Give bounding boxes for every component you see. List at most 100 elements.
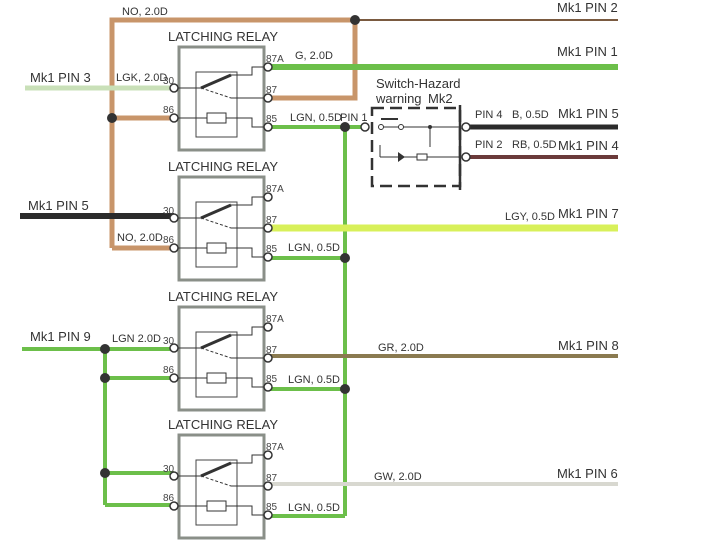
relay-inner <box>195 331 238 398</box>
terminal-87-label: 87 <box>266 215 278 226</box>
label-no-top: NO, 2.0D <box>122 6 168 18</box>
label-rb-05d: RB, 0.5D <box>512 139 557 151</box>
relay-title: LATCHING RELAY <box>168 417 278 432</box>
terminal-87-label: 87 <box>266 345 278 356</box>
terminal <box>263 122 273 132</box>
label-switch-warning: warning <box>375 91 422 106</box>
latching-relay: LATCHING RELAY 30 86 87A 87 85 <box>163 159 284 282</box>
label-lgk-20d: LGK, 2.0D <box>116 72 167 84</box>
junction-dot <box>340 253 350 263</box>
latching-relay: LATCHING RELAY 30 86 87A 87 85 <box>163 289 284 412</box>
terminal-85-label: 85 <box>266 502 278 513</box>
junction-dot <box>350 15 360 25</box>
label-mk1-pin8: Mk1 PIN 8 <box>558 338 619 353</box>
switch-arm-dashed <box>200 87 232 99</box>
label-mk1-pin5-left: Mk1 PIN 5 <box>28 198 89 213</box>
relay-inner <box>195 71 238 138</box>
terminal <box>169 343 179 353</box>
terminal-87a-label: 87A <box>266 442 284 453</box>
label-b-05d: B, 0.5D <box>512 109 549 121</box>
label-mk1-pin3: Mk1 PIN 3 <box>30 70 91 85</box>
terminal-30-label: 30 <box>163 464 175 475</box>
label-pin2: PIN 2 <box>475 139 503 151</box>
terminal-85-label: 85 <box>266 244 278 255</box>
terminal-87a-label: 87A <box>266 314 284 325</box>
terminal <box>169 113 179 123</box>
label-g-20d: G, 2.0D <box>295 50 333 62</box>
label-gr-20d: GR, 2.0D <box>378 342 424 354</box>
terminal <box>263 252 273 262</box>
terminal <box>169 213 179 223</box>
label-mk1-pin6: Mk1 PIN 6 <box>557 466 618 481</box>
label-pin4: PIN 4 <box>475 109 503 121</box>
terminal-30-label: 30 <box>163 336 175 347</box>
terminal-85-label: 85 <box>266 114 278 125</box>
relay-title: LATCHING RELAY <box>168 159 278 174</box>
label-mk1-pin7: Mk1 PIN 7 <box>558 206 619 221</box>
terminal <box>169 83 179 93</box>
terminal-87a-label: 87A <box>266 184 284 195</box>
terminal <box>169 243 179 253</box>
terminal <box>169 471 179 481</box>
latching-relay: LATCHING RELAY 30 86 87A 87 85 <box>163 417 284 540</box>
label-pin1: PIN 1 <box>340 112 368 124</box>
label-gw-20d: GW, 2.0D <box>374 471 422 483</box>
label-lgn-05d-2: LGN, 0.5D <box>288 242 340 254</box>
switch-arm-dashed <box>200 217 232 229</box>
relay-coil <box>206 242 227 254</box>
terminal <box>263 322 273 332</box>
terminal-30-label: 30 <box>163 76 175 87</box>
latching-relay: LATCHING RELAY 30 86 87A 87 85 <box>163 29 284 152</box>
terminal <box>263 382 273 392</box>
label-lgn-05d-1: LGN, 0.5D <box>290 112 342 124</box>
label-lgn-20d: LGN 2.0D <box>112 333 161 345</box>
terminal-85-label: 85 <box>266 374 278 385</box>
label-mk1-pin9: Mk1 PIN 9 <box>30 329 91 344</box>
switch-arm <box>200 73 232 90</box>
junction-dot <box>100 373 110 383</box>
relays: LATCHING RELAY 30 86 87A 87 85 LATCHING RELAY 3… <box>163 29 284 540</box>
terminal <box>263 510 273 520</box>
junction-dot <box>100 344 110 354</box>
junction-dot <box>340 122 350 132</box>
relay-coil <box>206 500 227 512</box>
label-lgn-05d-4: LGN, 0.5D <box>288 502 340 514</box>
switch-hazard-warning <box>360 105 471 190</box>
label-mk1-pin5-right: Mk1 PIN 5 <box>558 106 619 121</box>
label-no-20d-2: NO, 2.0D <box>117 232 163 244</box>
terminal-86-label: 86 <box>163 365 175 376</box>
terminal-87-label: 87 <box>266 473 278 484</box>
terminal <box>263 93 273 103</box>
relay-inner <box>195 201 238 268</box>
junction-dot <box>107 113 117 123</box>
switch-arm <box>200 461 232 478</box>
relay-coil <box>206 112 227 124</box>
terminal <box>263 450 273 460</box>
label-mk1-pin1: Mk1 PIN 1 <box>557 44 618 59</box>
wires <box>20 15 618 518</box>
relay-coil <box>206 372 227 384</box>
terminal <box>169 501 179 511</box>
switch-arm-dashed <box>200 475 232 487</box>
label-mk1-pin2: Mk1 PIN 2 <box>557 0 618 15</box>
terminal-86-label: 86 <box>163 235 175 246</box>
terminal-86-label: 86 <box>163 105 175 116</box>
junction-dot <box>340 384 350 394</box>
terminal <box>263 62 273 72</box>
relay-title: LATCHING RELAY <box>168 289 278 304</box>
terminal <box>263 223 273 233</box>
switch-arm <box>200 203 232 220</box>
relay-title: LATCHING RELAY <box>168 29 278 44</box>
terminal-30-label: 30 <box>163 206 175 217</box>
relay-inner <box>195 459 238 526</box>
label-lgn-05d-3: LGN, 0.5D <box>288 374 340 386</box>
switch-arm <box>200 333 232 350</box>
terminal <box>263 353 273 363</box>
terminal-87a-label: 87A <box>266 54 284 65</box>
switch-arm-dashed <box>200 347 232 359</box>
label-switch-title: Switch-Hazard <box>376 76 461 91</box>
terminal <box>263 481 273 491</box>
label-mk1-pin4: Mk1 PIN 4 <box>558 138 619 153</box>
terminal <box>263 192 273 202</box>
